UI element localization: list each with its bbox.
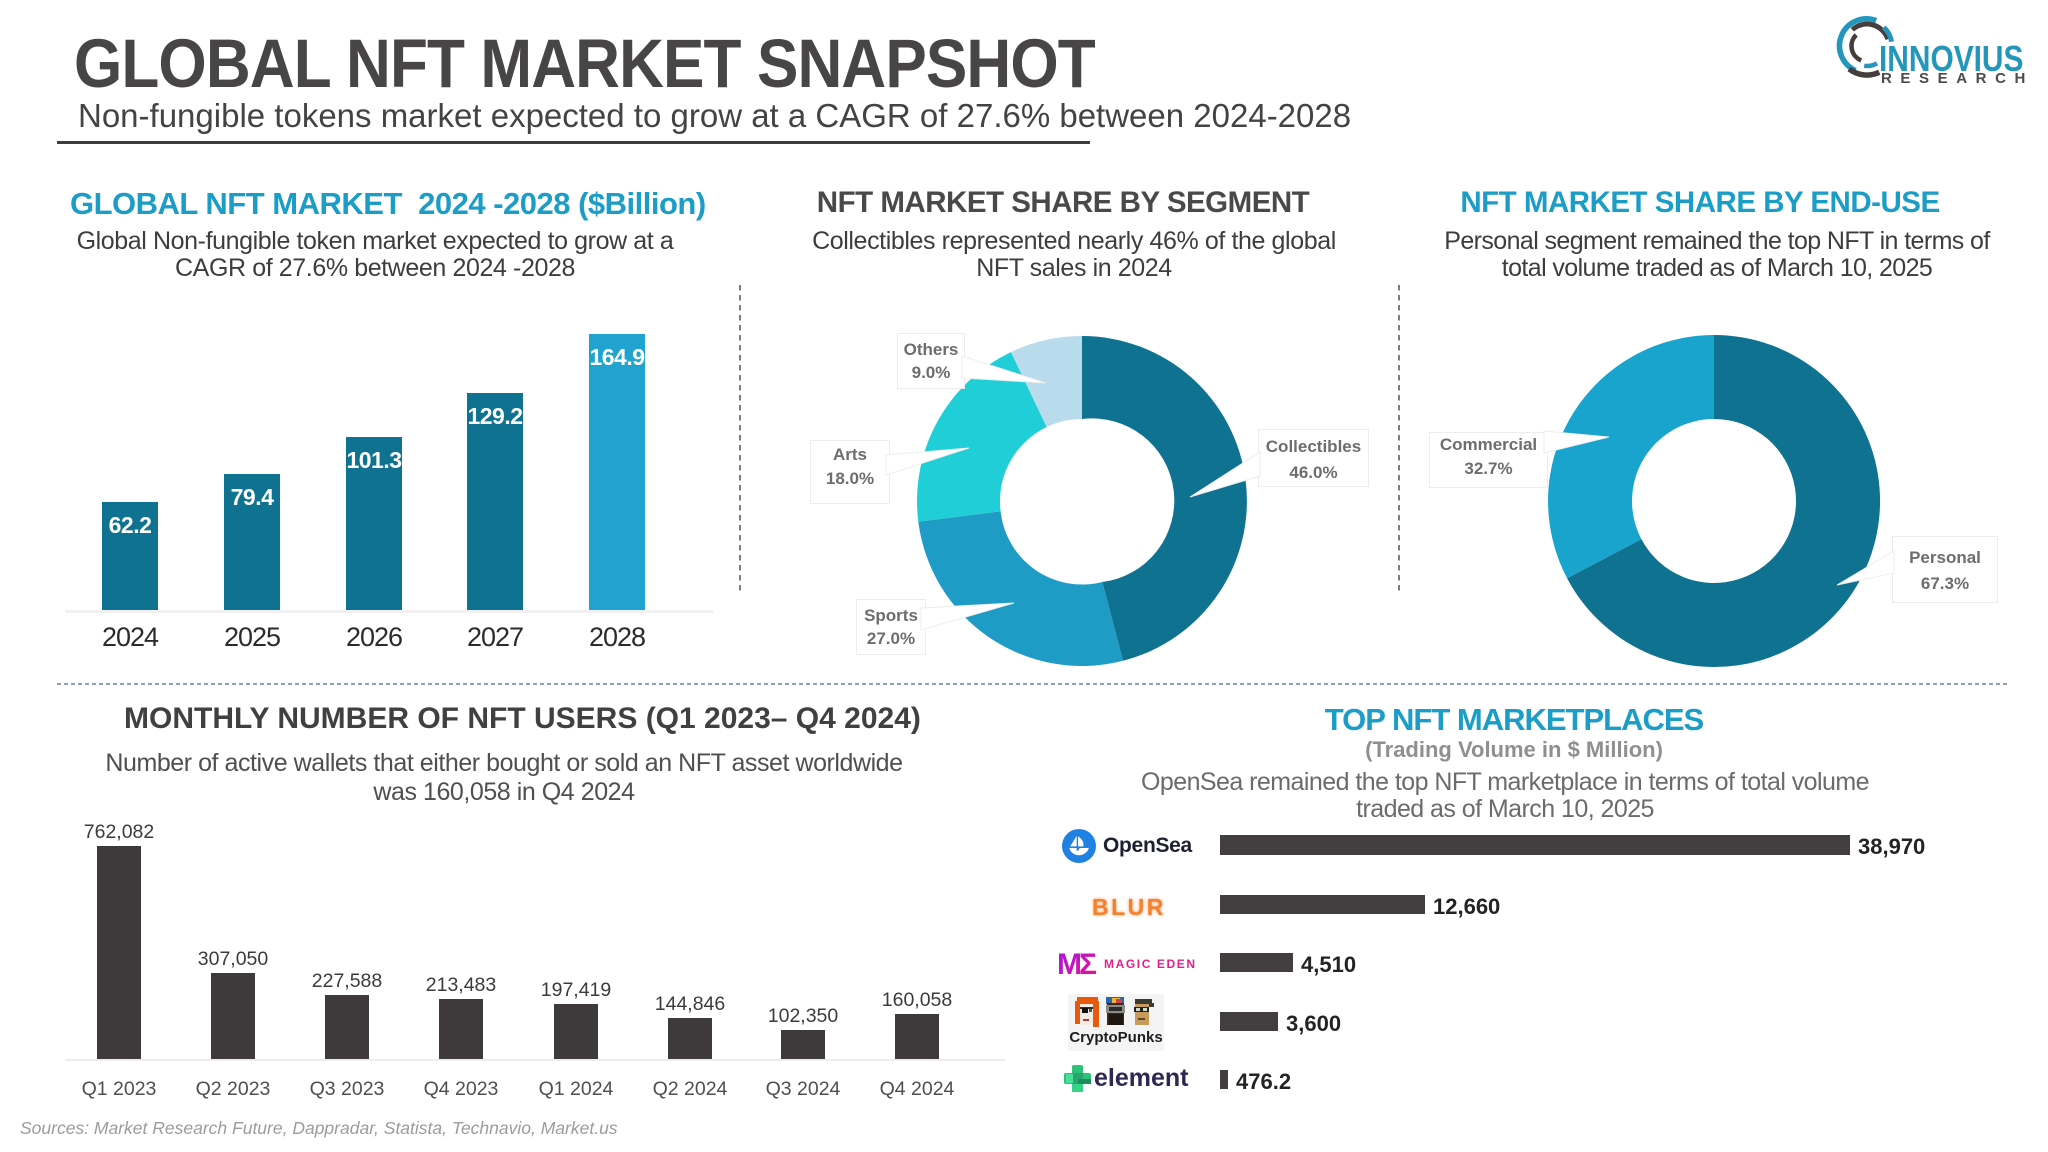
- svg-text:MΣ: MΣ: [1057, 950, 1097, 978]
